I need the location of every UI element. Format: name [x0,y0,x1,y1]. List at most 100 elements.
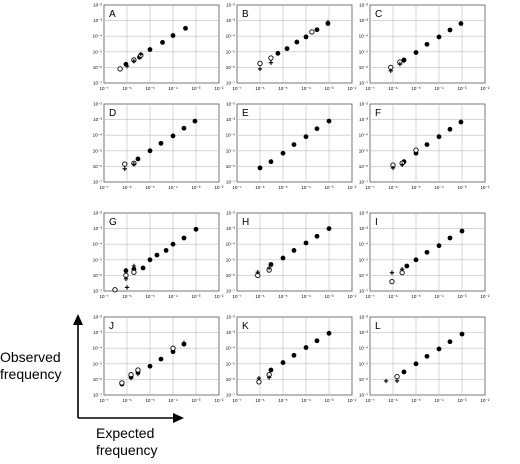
data-point-filled [280,255,286,261]
data-point-filled [268,159,274,165]
y-tick-label: 10⁻⁴ [359,346,368,351]
data-point-filled [436,34,442,40]
panel-letter: C [375,9,382,20]
x-tick-label: 10⁻⁶ [388,398,397,403]
x-tick-label: 10⁻⁷ [99,398,108,403]
y-tick-label: 10⁻⁴ [93,34,102,39]
x-tick-label: 10⁻⁶ [255,398,264,403]
data-point-open [119,380,125,386]
data-point-filled [314,233,320,239]
x-tick-label: 10⁻³ [325,185,334,190]
x-tick-label: 10⁻⁵ [411,294,420,299]
x-tick-label: 10⁻⁵ [278,86,287,91]
y-tick-label: 10⁻³ [226,117,235,122]
y-tick-label: 10⁻⁴ [359,133,368,138]
x-tick-label: 10⁻⁵ [411,86,420,91]
data-point-cross [399,162,405,167]
data-point-filled [170,241,176,247]
x-tick-label: 10⁻³ [192,86,201,91]
x-tick-label: 10⁻⁴ [168,294,177,299]
y-tick-label: 10⁻² [359,102,368,107]
x-tick-label: 10⁻³ [458,294,467,299]
data-point-cross [131,161,137,167]
y-tick-label: 10⁻⁷ [359,81,368,86]
x-tick-label: 10⁻⁵ [145,398,154,403]
y-axis-arrow-head [73,314,83,325]
data-point-open [131,269,137,275]
data-point-filled [147,148,153,154]
data-point-filled [158,356,164,362]
data-point-open [413,147,419,153]
y-tick-label: 10⁻⁶ [359,377,368,382]
data-point-filled [181,125,187,131]
data-point-filled [291,142,297,147]
y-tick-label: 10⁻⁷ [226,393,235,398]
y-tick-label: 10⁻⁴ [226,242,235,247]
panel-letter: I [375,217,378,228]
data-point-filled [458,21,464,26]
panel-f: 10⁻⁷10⁻⁷ 10⁻⁶ 10⁻⁶ 10⁻⁵ 10⁻⁵ 10⁻⁴ 10⁻⁴ 10⁻³ 10⁻³… [359,102,490,191]
data-point-filled [268,262,274,267]
data-point-open [389,278,395,285]
x-tick-label: 10⁻⁵ [145,185,154,190]
data-point-filled [170,33,176,38]
data-point-cross [399,266,405,272]
x-tick-label: 10⁻⁶ [255,86,264,91]
x-tick-label: 10⁻³ [325,398,334,403]
y-tick-label: 10⁻² [93,3,102,8]
y-tick-label: 10⁻⁵ [226,361,235,366]
data-point-open [257,60,263,67]
panel-letter: J [109,321,114,332]
x-tick-label: 10⁻⁷ [365,294,374,299]
panel-c: 10⁻⁷10⁻⁷ 10⁻⁶ 10⁻⁶ 10⁻⁵ 10⁻⁵ 10⁻⁴ 10⁻⁴ 10⁻³ 10⁻³… [359,3,490,92]
data-point-filled [123,268,129,274]
data-point-filled [424,249,430,255]
panel-letter: G [109,217,117,228]
data-point-open [394,374,400,380]
data-point-open [170,345,176,351]
x-axis-arrow-head [173,413,184,423]
x-axis-caption-line-1: Expected [96,425,155,441]
y-tick-label: 10⁻² [226,211,235,216]
x-tick-label: 10⁻⁶ [122,86,131,91]
y-tick-label: 10⁻⁷ [226,81,235,86]
x-tick-label: 10⁻³ [458,86,467,91]
y-axis-caption-line-2: frequency [0,366,62,382]
y-tick-label: 10⁻⁴ [359,34,368,39]
x-tick-label: 10⁻⁶ [388,185,397,190]
data-point-cross [389,270,395,275]
y-tick-label: 10⁻⁷ [93,81,102,86]
data-point-cross [394,378,400,384]
y-tick-label: 10⁻² [359,3,368,8]
x-tick-label: 10⁻⁴ [168,398,177,403]
y-tick-label: 10⁻³ [93,18,102,23]
data-point-filled [413,361,419,367]
y-tick-label: 10⁻⁵ [93,361,102,366]
y-tick-label: 10⁻² [93,102,102,107]
x-tick-label: 10⁻⁷ [99,294,108,299]
panel-letter: A [109,9,116,20]
y-tick-label: 10⁻³ [226,18,235,23]
data-point-filled [160,40,165,45]
x-tick-label: 10⁻⁴ [434,294,443,299]
data-point-cross [124,63,130,69]
x-tick-label: 10⁻⁷ [99,86,108,91]
x-tick-label: 10⁻⁶ [255,294,264,299]
data-point-filled [326,226,332,232]
data-point-cross [122,166,127,172]
y-tick-label: 10⁻³ [226,226,235,231]
x-tick-label: 10⁻⁵ [278,185,287,190]
data-point-cross [397,62,403,67]
panel-l: 10⁻⁷10⁻⁷ 10⁻⁶ 10⁻⁶ 10⁻⁵ 10⁻⁵ 10⁻⁴ 10⁻⁴ 10⁻³ 10⁻³… [359,315,490,404]
panel-letter: E [242,108,249,119]
x-tick-label: 10⁻⁷ [365,398,374,403]
data-point-filled [147,47,153,52]
data-point-cross [401,58,407,64]
y-tick-label: 10⁻² [226,3,235,8]
y-tick-label: 10⁻³ [93,330,102,335]
data-point-cross [256,375,262,381]
data-point-cross [257,66,263,72]
x-tick-label: 10⁻³ [192,398,201,403]
y-tick-label: 10⁻⁶ [93,65,102,70]
panel-letter: D [109,108,116,119]
